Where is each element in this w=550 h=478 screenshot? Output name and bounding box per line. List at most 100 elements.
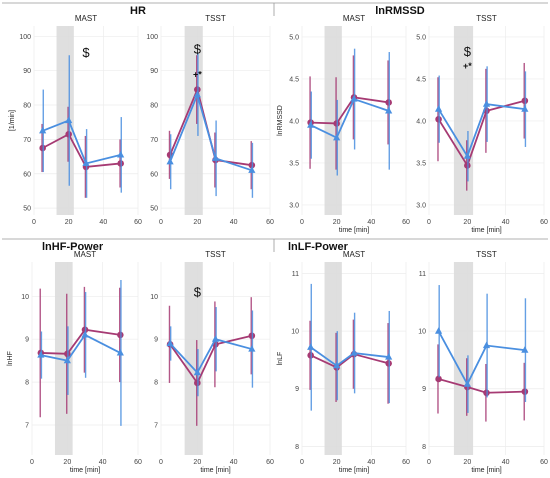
lnrmssd-tsst-xtick-label: 20 <box>463 219 471 226</box>
hr-mast-stress-window <box>56 26 74 215</box>
lnlf-mast-series2-point <box>385 353 393 360</box>
lnrmssd-tsst-ytick-label: 3.5 <box>416 160 426 167</box>
lnhf-tsst-series1-line <box>169 334 253 385</box>
lnlf-mast-ytick-label: 8 <box>295 444 299 451</box>
hr-tsst-series2-point <box>193 90 201 98</box>
lnlf-tsst-ytick-label: 8 <box>422 444 426 451</box>
lnhf-tsst-xtick-label: 40 <box>230 459 238 466</box>
lnlf-mast-ylabel: lnLF <box>277 352 284 366</box>
lnlf-mast-ytick-label: 11 <box>292 271 299 278</box>
lnhf-tsst-stress-window <box>184 262 203 455</box>
hr-section-title: HR <box>130 5 146 17</box>
hr-mast-ytick-label: 80 <box>23 103 31 110</box>
hr-mast-ylabel: [1/min] <box>9 110 16 131</box>
hr-mast-series2-line <box>42 119 121 165</box>
lnhf-mast-ytick-label: 9 <box>25 337 29 344</box>
hr-tsst-ytick-label: 50 <box>150 206 158 213</box>
lnlf-tsst-stress-window <box>453 262 474 455</box>
hr-tsst-series2-point <box>166 157 174 165</box>
lnhf-mast-xtick-label: 20 <box>63 459 71 466</box>
lnrmssd-tsst-annotation: +* <box>463 61 472 71</box>
lnhf-tsst-xtick-label: 0 <box>159 459 163 466</box>
lnlf-mast-xlabel: time [min] <box>339 467 369 474</box>
hr-mast-ytick-label: 50 <box>23 206 31 213</box>
lnhf-mast-series2-point <box>63 356 71 364</box>
lnrmssd-mast-panel: MAST 3.0 3.5 4.0 4.5 5.0 0 20 40 60 time [min] lnRM… <box>277 14 410 234</box>
hr-tsst-ytick-label: 80 <box>150 103 158 110</box>
lnlf-mast-series1-line <box>310 353 389 369</box>
hr-tsst-series2-line <box>169 91 253 172</box>
hr-mast-xtick-label: 0 <box>32 219 36 226</box>
lnrmssd-mast-title: MAST <box>343 14 365 23</box>
lnhf-tsst-xlabel: time [min] <box>200 467 230 474</box>
hr-mast-xtick-label: 20 <box>65 219 73 226</box>
lnrmssd-tsst-xtick-label: 0 <box>427 219 431 226</box>
lnrmssd-tsst-ytick-label: 5.0 <box>416 34 426 41</box>
lnlf-tsst-title: TSST <box>476 250 497 259</box>
lnlf-tsst-xlabel: time [min] <box>471 467 501 474</box>
lnhf-mast-xtick-label: 0 <box>30 459 34 466</box>
lnhf-mast-series2-point <box>81 330 89 338</box>
lnhf-tsst-series2-point <box>248 345 256 352</box>
lnhf-mast-series2-point <box>116 348 124 356</box>
lnlf-mast-title: MAST <box>343 250 365 259</box>
hr-mast-series2-point <box>39 126 47 134</box>
lnrmssd-mast-series1-line <box>310 96 389 125</box>
lnlf-tsst-series1-point <box>435 375 442 383</box>
lnrmssd-mast-series2-point <box>385 106 393 114</box>
lnrmssd-tsst-xlabel: time [min] <box>471 227 501 234</box>
hr-tsst-ytick-label: 70 <box>150 137 158 144</box>
lnlf-mast-series2-line <box>310 346 389 367</box>
hr-tsst-xtick-label: 60 <box>266 219 274 226</box>
lnrmssd-tsst-title: TSST <box>476 14 497 23</box>
hr-mast-xtick-label: 60 <box>134 219 142 226</box>
lnlf-mast-xtick-label: 60 <box>402 459 410 466</box>
lnrmssd-tsst-annotation: $ <box>464 44 472 59</box>
hr-mast-panel: MAST 50 60 70 80 90 100 0 20 40 60 [1/min] $ <box>9 14 142 226</box>
lnrmssd-mast-series2-point <box>350 95 358 102</box>
lnlf-mast-panel: MAST 8 9 10 11 0 20 40 60 time [min] lnLF <box>277 250 410 474</box>
lnlf-mast-ytick-label: 10 <box>291 329 299 336</box>
hr-mast-ytick-label: 60 <box>23 171 31 178</box>
lnhf-tsst-annotation: $ <box>194 284 202 299</box>
lnhf-mast-series1-line <box>40 328 121 355</box>
lnhf-tsst-title: TSST <box>205 250 226 259</box>
lnrmssd-mast-ytick-label: 4.5 <box>289 76 299 83</box>
lnrmssd-mast-xtick-label: 40 <box>367 219 375 226</box>
lnhf-tsst-panel: TSST 7 8 9 10 0 20 40 60 time [min] $ <box>150 250 274 474</box>
lnrmssd-tsst-series2-point <box>434 105 443 112</box>
lnlf-tsst-panel: TSST 8 9 10 11 0 20 40 60 time [min] <box>418 250 548 474</box>
hr-mast-series2-point <box>65 116 73 124</box>
lnlf-tsst-ytick-label: 11 <box>419 271 426 278</box>
lnlf-tsst-xtick-label: 40 <box>502 459 510 466</box>
lnrmssd-tsst-ytick-label: 3.0 <box>416 202 426 209</box>
lnlf-tsst-series2-point <box>463 380 471 387</box>
hr-tsst-series1-line <box>169 86 252 167</box>
hr-tsst-panel: TSST 50 60 70 80 90 100 0 20 40 60 $ +* <box>146 14 274 226</box>
hr-tsst-xtick-label: 20 <box>193 219 201 226</box>
lnrmssd-mast-series2-point <box>333 133 341 141</box>
hr-mast-series2-point <box>117 150 125 158</box>
lnrmssd-tsst-xtick-label: 60 <box>540 219 548 226</box>
lnlf-mast-series2-point <box>350 349 358 356</box>
lnhf-mast-ytick-label: 10 <box>21 294 29 301</box>
lnhf-mast-series2-point <box>37 351 45 358</box>
lnrmssd-tsst-ytick-label: 4.5 <box>416 76 426 83</box>
lnlf-mast-xtick-label: 20 <box>333 459 341 466</box>
lnhf-tsst-series2-point <box>166 339 174 347</box>
lnlf-tsst-series2-line <box>437 330 525 387</box>
lnhf-tsst-ytick-label: 8 <box>154 380 158 387</box>
lnhf-tsst-ytick-label: 9 <box>154 337 158 344</box>
lnrmssd-mast-ytick-label: 4.0 <box>289 118 299 125</box>
lnlf-tsst-series1-line <box>438 378 525 394</box>
lnlf-tsst-series2-point <box>434 327 443 334</box>
lnrmssd-tsst-series1-line <box>437 99 526 168</box>
lnrmssd-mast-xlabel: time [min] <box>339 227 369 234</box>
hr-mast-ytick-label: 90 <box>23 68 31 75</box>
lnlf-tsst-ytick-label: 10 <box>418 329 426 336</box>
hr-mast-xtick-label: 40 <box>99 219 107 226</box>
lnrmssd-tsst-panel: TSST 3.0 3.5 4.0 4.5 5.0 0 20 40 60 time [min] $ +* <box>416 14 548 234</box>
hr-tsst-series2-point <box>211 154 220 161</box>
lnhf-tsst-series2-line <box>169 338 253 375</box>
lnhf-tsst-xtick-label: 60 <box>266 459 274 466</box>
